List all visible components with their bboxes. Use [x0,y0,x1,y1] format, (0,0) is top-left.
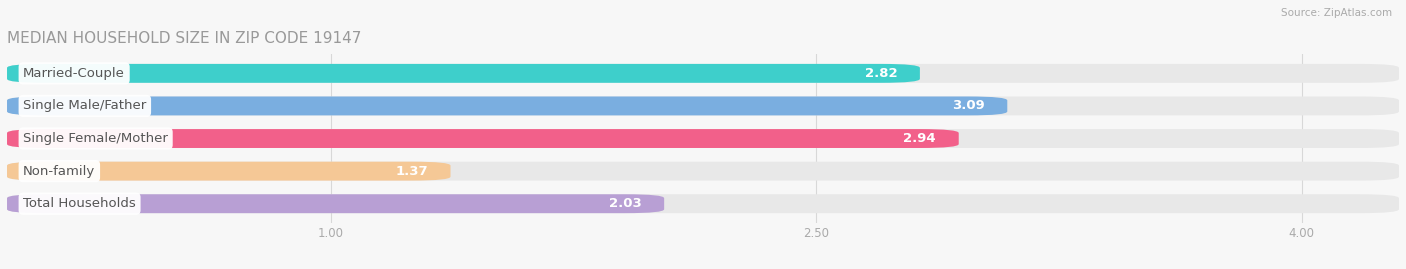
FancyBboxPatch shape [7,64,920,83]
Text: Total Households: Total Households [24,197,136,210]
FancyBboxPatch shape [7,194,664,213]
FancyBboxPatch shape [7,162,1399,180]
Text: Source: ZipAtlas.com: Source: ZipAtlas.com [1281,8,1392,18]
Text: 2.82: 2.82 [865,67,897,80]
Text: Married-Couple: Married-Couple [24,67,125,80]
Text: Single Male/Father: Single Male/Father [24,100,146,112]
FancyBboxPatch shape [7,194,1399,213]
Text: 3.09: 3.09 [952,100,984,112]
Text: MEDIAN HOUSEHOLD SIZE IN ZIP CODE 19147: MEDIAN HOUSEHOLD SIZE IN ZIP CODE 19147 [7,31,361,46]
Text: 2.03: 2.03 [609,197,641,210]
Text: 2.94: 2.94 [904,132,936,145]
FancyBboxPatch shape [7,97,1399,115]
Text: Single Female/Mother: Single Female/Mother [24,132,169,145]
FancyBboxPatch shape [7,64,1399,83]
FancyBboxPatch shape [7,162,450,180]
FancyBboxPatch shape [7,129,959,148]
Text: Non-family: Non-family [24,165,96,178]
FancyBboxPatch shape [7,97,1007,115]
FancyBboxPatch shape [7,129,1399,148]
Text: 1.37: 1.37 [395,165,427,178]
